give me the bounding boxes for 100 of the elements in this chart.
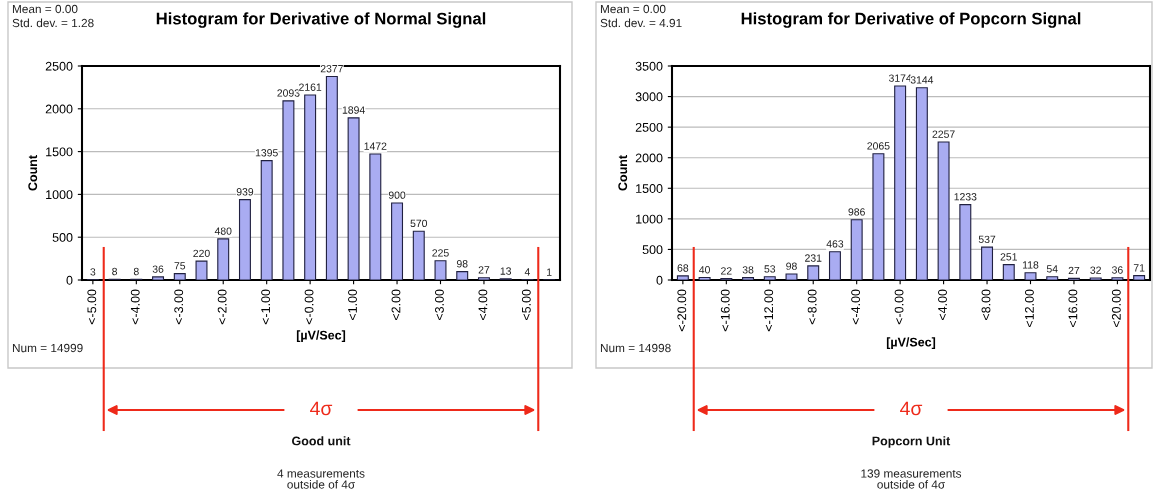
bar [1024, 272, 1037, 280]
bar [260, 160, 273, 280]
text: 4σ [310, 401, 333, 416]
x-tick-label: <-16.00 [720, 289, 730, 332]
data-label: 32 [1090, 266, 1101, 274]
x-tick-label: <2.00 [391, 289, 401, 321]
chart-title: Histogram for Derivative of Popcorn Signal [741, 12, 1081, 28]
data-label: 27 [478, 266, 490, 274]
data-label: 13 [500, 267, 512, 275]
y-tick-label: 1000 [46, 190, 73, 200]
data-label: 2377 [320, 65, 343, 73]
data-label: 2093 [277, 89, 300, 97]
bar [456, 271, 469, 280]
data-label: 27 [1068, 266, 1080, 275]
y-tick-label: 0 [656, 275, 663, 285]
x-tick-label: <16.00 [1068, 289, 1078, 327]
data-label: 118 [1022, 261, 1039, 269]
data-label: 71 [1133, 264, 1145, 272]
text: Std. dev. = 1.28 [12, 18, 94, 28]
y-axis-title: Count [618, 155, 628, 191]
bar [1111, 277, 1124, 280]
data-label: 2257 [932, 130, 955, 138]
data-label: 1472 [364, 142, 387, 150]
data-label: 36 [1112, 266, 1123, 274]
text: Num = 14998 [600, 343, 671, 353]
y-tick-label: 2500 [45, 61, 73, 71]
data-label: 40 [699, 266, 710, 274]
x-tick-label: <-0.00 [304, 289, 314, 325]
data-label: 4 [524, 268, 530, 276]
x-tick-label: <-1.00 [261, 289, 271, 325]
data-label: 537 [978, 235, 996, 244]
x-tick-label: <-3.00 [174, 289, 184, 325]
data-label: 225 [432, 249, 449, 257]
bar [785, 273, 798, 280]
bar [807, 265, 820, 280]
text: Std. dev. = 4.91 [600, 18, 682, 28]
data-label: 36 [152, 265, 164, 273]
text: Good unit [292, 436, 351, 446]
bar [742, 277, 755, 280]
x-tick-label: <12.00 [1025, 289, 1034, 327]
bar [894, 85, 907, 280]
bar [152, 276, 165, 280]
x-axis-title: [µV/Sec] [886, 337, 936, 349]
text: 139 measurements outside of 4σ [861, 469, 962, 489]
text: 4σ [900, 401, 923, 416]
y-tick-label: 2500 [635, 122, 663, 132]
bar [304, 94, 317, 280]
y-tick-label: 2000 [45, 104, 73, 114]
data-label: 54 [1046, 265, 1058, 273]
text: Num = 14999 [12, 343, 83, 353]
bar [676, 275, 689, 280]
y-tick-label: 3000 [635, 92, 663, 102]
chart-title: Histogram for Derivative of Normal Signal [156, 12, 486, 28]
data-label: 986 [848, 208, 865, 216]
data-label: 1894 [342, 106, 365, 114]
x-tick-label: <-5.00 [87, 289, 97, 325]
y-tick-label: 500 [642, 245, 663, 255]
bar [1002, 264, 1015, 280]
bar [391, 202, 404, 280]
data-label: 1395 [255, 149, 278, 157]
data-label: 68 [677, 264, 689, 272]
bar [173, 273, 186, 280]
data-label: 220 [193, 249, 210, 258]
x-tick-label: <-2.00 [217, 289, 227, 325]
x-tick-label: <-8.00 [807, 289, 817, 325]
text: 4 measurements outside of 4σ [277, 469, 365, 489]
bar [217, 238, 230, 280]
bar [238, 199, 251, 280]
data-label: 53 [764, 265, 776, 273]
text: Mean = 0.00 [600, 4, 666, 14]
bar [698, 276, 711, 280]
bar [282, 100, 295, 280]
bar [369, 153, 382, 280]
x-axis-title: [µV/Sec] [296, 330, 346, 343]
data-label: 900 [388, 191, 406, 199]
text: Mean = 0.00 [12, 4, 78, 14]
bar [325, 75, 338, 280]
bar [850, 219, 863, 280]
x-tick-label: <-12.00 [764, 289, 774, 332]
data-label: 939 [236, 188, 254, 196]
data-label: 38 [742, 266, 754, 274]
y-tick-label: 3500 [635, 61, 663, 71]
data-label: 2161 [299, 83, 322, 91]
bar [959, 204, 972, 280]
y-tick-label: 1000 [636, 214, 663, 224]
data-label: 8 [112, 267, 118, 276]
bar [915, 87, 928, 280]
bar [412, 230, 425, 280]
y-tick-label: 2000 [635, 153, 663, 163]
data-label: 3174 [888, 74, 912, 82]
bar [195, 260, 208, 280]
y-tick-label: 500 [52, 233, 73, 242]
data-label: 463 [826, 240, 844, 248]
y-tick-label: 1500 [636, 184, 663, 193]
x-tick-label: <4.00 [478, 289, 488, 321]
bar [1046, 276, 1059, 280]
y-tick-label: 1500 [46, 147, 73, 157]
x-tick-label: <5.00 [521, 289, 531, 321]
data-label: 22 [721, 267, 732, 275]
data-label: 1233 [954, 193, 977, 201]
